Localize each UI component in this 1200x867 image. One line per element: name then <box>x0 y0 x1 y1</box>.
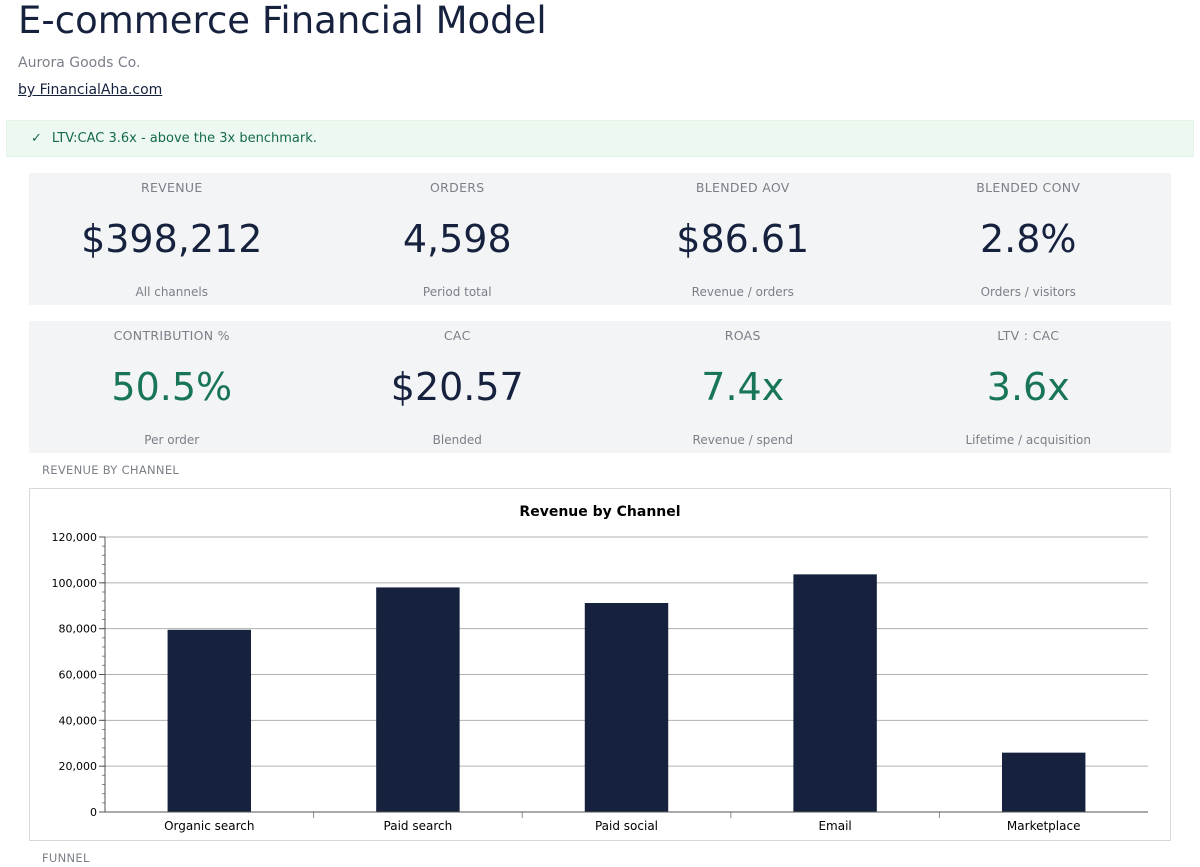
chart-tick-labels: 0 20,000 40,000 60,000 80,000 100,000 120,000 O… <box>52 531 1081 833</box>
kpi-card-revenue: REVENUE $398,212 All channels <box>29 173 315 305</box>
bar-email <box>793 574 877 812</box>
bar-marketplace <box>1001 752 1086 812</box>
y-tick-label: 80,000 <box>59 623 98 636</box>
y-tick-label: 100,000 <box>52 577 98 590</box>
kpi-card-contribution: CONTRIBUTION % 50.5% Per order <box>29 321 315 453</box>
kpi-card-blended-aov: BLENDED AOV $86.61 Revenue / orders <box>600 173 886 305</box>
kpi-value: $398,212 <box>81 217 263 261</box>
kpi-subtitle: Revenue / spend <box>692 433 793 447</box>
kpi-subtitle: All channels <box>135 285 208 299</box>
kpi-card-roas: ROAS 7.4x Revenue / spend <box>600 321 886 453</box>
kpi-label: REVENUE <box>140 180 203 195</box>
alert-text: LTV:CAC 3.6x - above the 3x benchmark. <box>51 131 317 146</box>
kpi-value: 4,598 <box>402 217 512 261</box>
check-icon: ✓ <box>31 131 42 146</box>
bar-organic-search <box>167 629 252 812</box>
bar-paid-social <box>584 603 669 812</box>
byline-link[interactable]: by FinancialAha.com <box>18 82 163 98</box>
x-tick-label: Organic search <box>164 819 254 833</box>
kpi-value: 2.8% <box>979 217 1077 261</box>
kpi-card-blended-conv: BLENDED CONV 2.8% Orders / visitors <box>886 173 1172 305</box>
kpi-subtitle: Period total <box>422 285 492 299</box>
kpi-subtitle: Per order <box>144 433 200 447</box>
y-tick-label: 0 <box>90 806 97 819</box>
page-title: E-commerce Financial Model <box>18 0 547 42</box>
kpi-label: BLENDED CONV <box>976 180 1081 195</box>
kpi-subtitle: Lifetime / acquisition <box>965 433 1092 447</box>
kpi-card-ltv-cac: LTV : CAC 3.6x Lifetime / acquisition <box>886 321 1172 453</box>
chart-axes <box>99 536 1148 818</box>
kpi-subtitle: Blended <box>432 433 482 447</box>
bar-paid-search <box>376 587 460 812</box>
kpi-subtitle: Revenue / orders <box>691 285 794 299</box>
chart-bars <box>167 574 1086 812</box>
y-tick-label: 40,000 <box>59 714 98 727</box>
section-label-funnel: FUNNEL <box>42 851 90 865</box>
kpi-value: 50.5% <box>111 365 233 409</box>
x-tick-label: Paid social <box>595 819 658 833</box>
x-tick-label: Email <box>818 819 851 833</box>
x-tick-label: Paid search <box>384 819 453 833</box>
kpi-label: ROAS <box>724 328 761 343</box>
kpi-value: $20.57 <box>390 365 524 409</box>
revenue-chart-svg: Revenue by Channel 0 20,000 40,000 60,000 80… <box>52 504 1148 833</box>
kpi-row-primary: REVENUE $398,212 All channels ORDERS 4,5… <box>29 173 1171 305</box>
kpi-label: CONTRIBUTION % <box>113 328 230 343</box>
chart-title: Revenue by Channel <box>519 504 680 520</box>
kpi-label: LTV : CAC <box>997 328 1060 343</box>
y-tick-label: 20,000 <box>59 760 98 773</box>
y-tick-label: 120,000 <box>52 531 98 544</box>
kpi-card-cac: CAC $20.57 Blended <box>315 321 601 453</box>
kpi-value: 7.4x <box>701 365 785 409</box>
revenue-by-channel-chart: Revenue by Channel 0 20,000 40,000 60,000 80… <box>29 488 1171 841</box>
kpi-label: CAC <box>443 328 471 343</box>
y-tick-label: 60,000 <box>59 669 98 682</box>
kpi-label: BLENDED AOV <box>695 180 790 195</box>
kpi-row-secondary: CONTRIBUTION % 50.5% Per order CAC $20.5… <box>29 321 1171 453</box>
section-label-revenue-by-channel: REVENUE BY CHANNEL <box>42 463 180 477</box>
company-name: Aurora Goods Co. <box>18 55 141 71</box>
kpi-value: 3.6x <box>986 365 1070 409</box>
x-tick-label: Marketplace <box>1007 819 1081 833</box>
kpi-label: ORDERS <box>430 180 485 195</box>
ltv-cac-alert: ✓ LTV:CAC 3.6x - above the 3x benchmark. <box>6 120 1194 157</box>
kpi-subtitle: Orders / visitors <box>980 285 1076 299</box>
kpi-value: $86.61 <box>676 217 810 261</box>
kpi-card-orders: ORDERS 4,598 Period total <box>315 173 601 305</box>
